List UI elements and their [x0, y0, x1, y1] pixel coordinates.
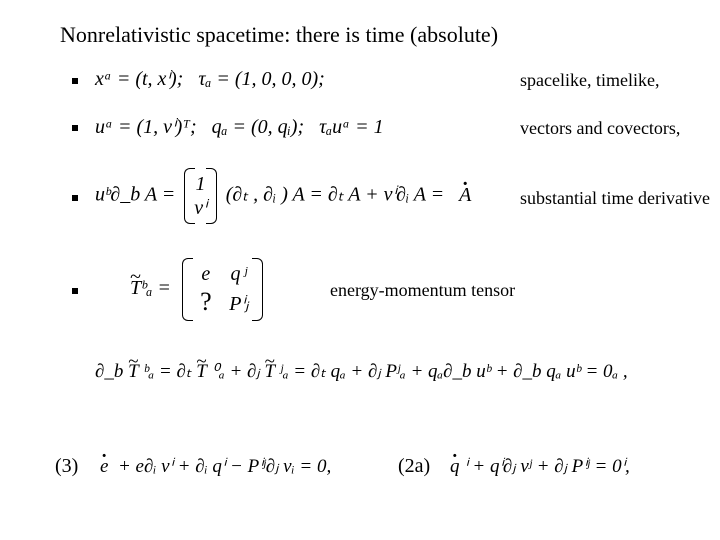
eq-divergence: ∂_b T ᵇₐ = ∂ₜ T ⁰ₐ + ∂ⱼ T ʲₐ = ∂ₜ qₐ + ∂… — [95, 360, 628, 383]
eq3-body: + e∂ᵢ vⁱ + ∂ᵢ qⁱ − Pⁱʲ∂ⱼ vᵢ = 0, — [113, 456, 331, 477]
eq2a-number: (2a) — [398, 455, 430, 478]
label-subst: substantial time derivative — [520, 188, 710, 209]
label-spacelike: spacelike, timelike, — [520, 70, 659, 91]
eq-line-1: xᵃ = (t, xⁱ); τₐ = (1, 0, 0, 0); — [95, 66, 325, 91]
m1-bot: vⁱ — [194, 196, 206, 220]
T-sup-sub: ᵇₐ = — [141, 277, 171, 299]
slide-page: Nonrelativistic spacetime: there is time… — [0, 0, 720, 540]
bullet-4 — [72, 288, 78, 294]
m2-Pij: Pⁱⱼ — [225, 292, 253, 316]
m2-qj: q ʲ — [225, 262, 253, 286]
m2-r2: ? Pⁱⱼ — [192, 286, 253, 317]
eq-tensor: Tᵇₐ = e q ʲ ? Pⁱⱼ — [130, 262, 263, 317]
bullet-3 — [72, 195, 78, 201]
matrix-u: 1 vⁱ — [184, 172, 216, 220]
m1-top: 1 — [194, 172, 206, 196]
matrix-T: e q ʲ ? Pⁱⱼ — [182, 262, 263, 317]
label-emt: energy-momentum tensor — [330, 280, 515, 301]
T-tilde-1: T — [130, 277, 141, 300]
A-dot: A — [459, 184, 471, 207]
q-dot: q — [450, 456, 460, 478]
m2-r1: e q ʲ — [192, 262, 253, 286]
bullet-2 — [72, 125, 78, 131]
div-T3: T — [265, 361, 276, 383]
eq-line-3: uᵇ∂_b A = 1 vⁱ (∂ₜ , ∂ᵢ ) A = ∂ₜ A + vⁱ∂… — [95, 172, 471, 220]
eq-line-2: uᵃ = (1, vⁱ)ᵀ; qₐ = (0, qᵢ); τₐuᵃ = 1 — [95, 114, 384, 139]
eq3-rhs: (∂ₜ , ∂ᵢ ) A = ∂ₜ A + vⁱ∂ᵢ A = — [226, 184, 444, 206]
eq3-number: (3) — [55, 455, 78, 478]
eq-3: e + e∂ᵢ vⁱ + ∂ᵢ qⁱ − Pⁱʲ∂ⱼ vᵢ = 0, — [100, 455, 331, 478]
bullet-1 — [72, 78, 78, 84]
div-T1: T — [128, 361, 139, 383]
div-m1: ᵇₐ = ∂ₜ — [143, 361, 191, 382]
e-dot: e — [100, 456, 108, 478]
eq-2a: q ⁱ + qⁱ∂ⱼ vʲ + ∂ⱼ Pⁱʲ = 0ⁱ, — [450, 455, 630, 478]
label-vectors: vectors and covectors, — [520, 118, 680, 139]
div-T2: T — [196, 361, 207, 383]
eq3-lhs: uᵇ∂_b A = — [95, 184, 175, 206]
m2-e: e — [192, 262, 220, 286]
eq2a-body: ⁱ + qⁱ∂ⱼ vʲ + ∂ⱼ Pⁱʲ = 0ⁱ, — [464, 456, 630, 477]
div-m2: ⁰ₐ + ∂ⱼ — [212, 361, 260, 382]
div-m3: ʲₐ = ∂ₜ qₐ + ∂ⱼ Pʲₐ + qₐ∂_b uᵇ + ∂_b qₐ … — [280, 361, 628, 382]
page-title: Nonrelativistic spacetime: there is time… — [60, 22, 498, 48]
m2-qmark: ? — [192, 286, 220, 317]
div-d1: ∂_b — [95, 361, 123, 382]
